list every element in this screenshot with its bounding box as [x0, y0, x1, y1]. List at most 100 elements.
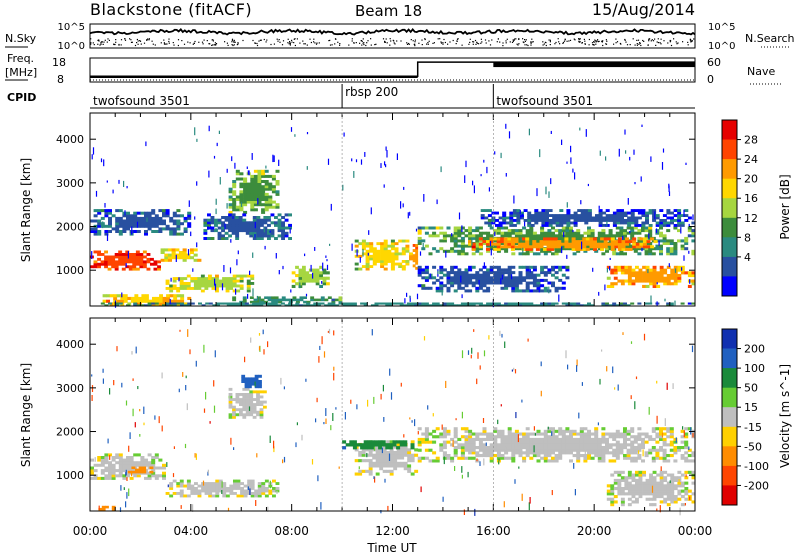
heat-cell: [540, 284, 545, 288]
heat-cell: [486, 231, 491, 235]
echo-speck: [282, 459, 284, 464]
nsearch-dot: [400, 40, 402, 42]
heat-cell: [442, 427, 447, 431]
heat-cell: [442, 443, 447, 447]
heat-cell: [259, 229, 264, 233]
heat-cell: [232, 282, 237, 285]
heat-cell: [525, 249, 530, 253]
heat-cell: [266, 304, 271, 307]
echo-speck: [280, 377, 282, 385]
nsearch-dot: [140, 43, 142, 45]
heat-cell: [648, 451, 653, 455]
heat-cell: [642, 237, 647, 241]
heat-cell: [482, 284, 487, 288]
heat-cell: [655, 247, 660, 251]
echo-speck: [533, 426, 535, 431]
heat-cell: [147, 216, 152, 220]
heat-cell: [608, 432, 613, 436]
echo-speck: [128, 488, 130, 497]
heat-cell: [644, 249, 649, 253]
echo-speck: [371, 329, 373, 336]
heat-cell: [417, 273, 422, 277]
heat-cell: [626, 429, 631, 433]
heat-cell: [253, 298, 258, 302]
heat-cell: [575, 242, 580, 246]
heat-cell: [482, 437, 487, 441]
heat-cell: [122, 461, 127, 465]
header: Blackstone (fitACF) Beam 18 15/Aug/2014: [90, 0, 695, 20]
heat-cell: [172, 492, 177, 495]
heat-cell: [546, 245, 551, 249]
heat-cell: [204, 482, 209, 485]
nsearch-dot: [588, 44, 590, 46]
heat-cell: [122, 458, 127, 462]
heat-cell: [259, 400, 264, 404]
heat-cell: [576, 432, 581, 436]
heat-cell: [489, 443, 494, 447]
echo-speck: [273, 440, 275, 449]
heat-cell: [108, 453, 112, 457]
heat-cell: [648, 211, 653, 215]
heat-cell: [239, 400, 243, 404]
heat-cell: [617, 245, 622, 249]
heat-cell: [450, 284, 455, 288]
heat-cell: [382, 451, 387, 455]
heat-cell: [257, 187, 262, 191]
heat-cell: [600, 247, 605, 251]
heat-cell: [649, 268, 653, 272]
heat-cell: [669, 242, 674, 245]
heat-cell: [663, 476, 668, 480]
heat-cell: [569, 437, 573, 441]
heat-cell: [405, 247, 410, 251]
heat-cell: [251, 382, 256, 386]
echo-speck: [606, 268, 608, 273]
heat-cell: [93, 232, 98, 236]
heat-cell: [167, 253, 172, 257]
heat-cell: [224, 237, 229, 240]
heat-cell: [644, 252, 649, 256]
heat-cell: [398, 239, 403, 243]
cpid-segment-label: rbsp 200: [345, 85, 398, 99]
heat-cell: [439, 435, 444, 439]
heat-cell: [432, 276, 437, 280]
heat-cell: [652, 282, 657, 286]
heat-cell: [561, 448, 566, 452]
heat-cell: [579, 440, 584, 444]
heat-cell: [256, 237, 261, 240]
heat-cell: [623, 252, 627, 256]
echo-speck: [139, 409, 141, 412]
heat-cell: [642, 481, 646, 485]
heat-cell: [247, 479, 252, 483]
nsearch-dot: [592, 44, 594, 46]
heat-cell: [275, 192, 280, 196]
echo-speck: [407, 212, 409, 219]
heat-cell: [133, 216, 138, 220]
echo-speck: [500, 404, 502, 407]
heat-cell: [615, 440, 620, 444]
heat-cell: [617, 484, 622, 488]
heat-cell: [460, 273, 465, 277]
heat-cell: [543, 437, 548, 441]
heat-cell: [659, 500, 664, 504]
date-title: 15/Aug/2014: [592, 0, 695, 19]
heat-cell: [521, 245, 526, 249]
heat-cell: [475, 229, 480, 233]
heat-cell: [155, 299, 160, 303]
heat-cell: [623, 231, 627, 235]
heat-cell: [453, 451, 458, 455]
heat-cell: [648, 209, 653, 212]
heat-cell: [280, 302, 285, 305]
heat-cell: [417, 304, 422, 307]
heat-cell: [543, 440, 548, 444]
heat-cell: [403, 451, 408, 455]
heat-cell: [655, 224, 660, 227]
heat-cell: [583, 454, 588, 458]
heat-cell: [90, 227, 94, 231]
heat-cell: [128, 257, 133, 261]
heat-cell: [645, 478, 650, 482]
heat-cell: [140, 456, 145, 459]
nsearch-dot: [427, 42, 429, 44]
heat-cell: [139, 253, 144, 256]
echo-speck: [551, 431, 553, 436]
heat-cell: [281, 298, 286, 302]
